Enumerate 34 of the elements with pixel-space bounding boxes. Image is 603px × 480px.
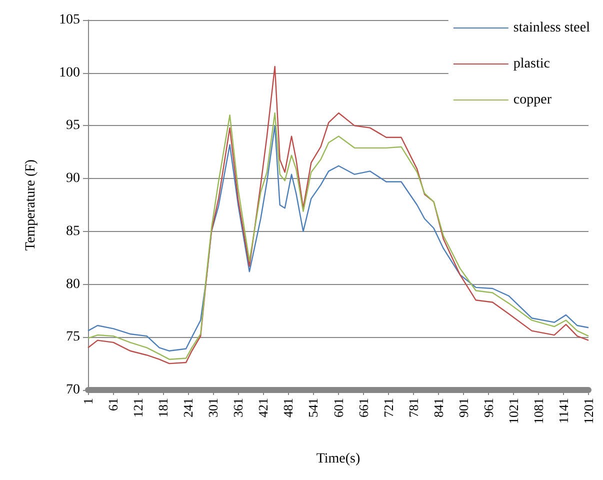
x-tick-label: 421 <box>256 398 271 418</box>
y-tick-label: 105 <box>59 12 80 28</box>
y-tick-label: 90 <box>66 171 80 186</box>
x-tick-label: 481 <box>280 398 296 418</box>
y-axis-title: Temperature (F) <box>24 159 38 251</box>
x-tick-label: 241 <box>180 398 196 418</box>
x-tick-label: 661 <box>356 398 371 418</box>
legend-label: plastic <box>513 56 550 72</box>
y-tick-label: 80 <box>66 276 80 292</box>
legend-label: stainless steel <box>513 20 590 36</box>
x-tick-label: 961 <box>480 398 496 418</box>
x-tick-label: 61 <box>106 398 121 411</box>
x-tick-label: 541 <box>306 398 321 418</box>
x-tick-label: 1201 <box>581 398 596 424</box>
x-tick-label: 781 <box>406 398 421 418</box>
x-tick-label: 121 <box>130 398 146 418</box>
y-tick-label: 70 <box>66 382 80 398</box>
y-tick-label: 85 <box>66 224 80 239</box>
x-tick-label: 361 <box>230 398 246 418</box>
x-tick-label: 181 <box>156 398 171 418</box>
legend-label: copper <box>513 92 552 108</box>
x-axis-title: Time(s) <box>316 452 360 466</box>
x-tick-label: 601 <box>330 398 346 418</box>
x-tick-label: 721 <box>380 398 396 418</box>
x-tick-label: 1141 <box>556 398 571 424</box>
x-tick-label: 1081 <box>530 398 546 424</box>
y-tick-label: 100 <box>59 65 80 80</box>
x-tick-label: 1021 <box>506 398 521 424</box>
x-tick-label: 841 <box>430 398 446 418</box>
y-tick-label: 75 <box>66 330 80 345</box>
x-tick-label: 301 <box>206 398 221 418</box>
x-tick-label: 1 <box>80 398 96 404</box>
x-tick-label: 901 <box>456 398 471 418</box>
y-tick-label: 95 <box>66 118 80 134</box>
